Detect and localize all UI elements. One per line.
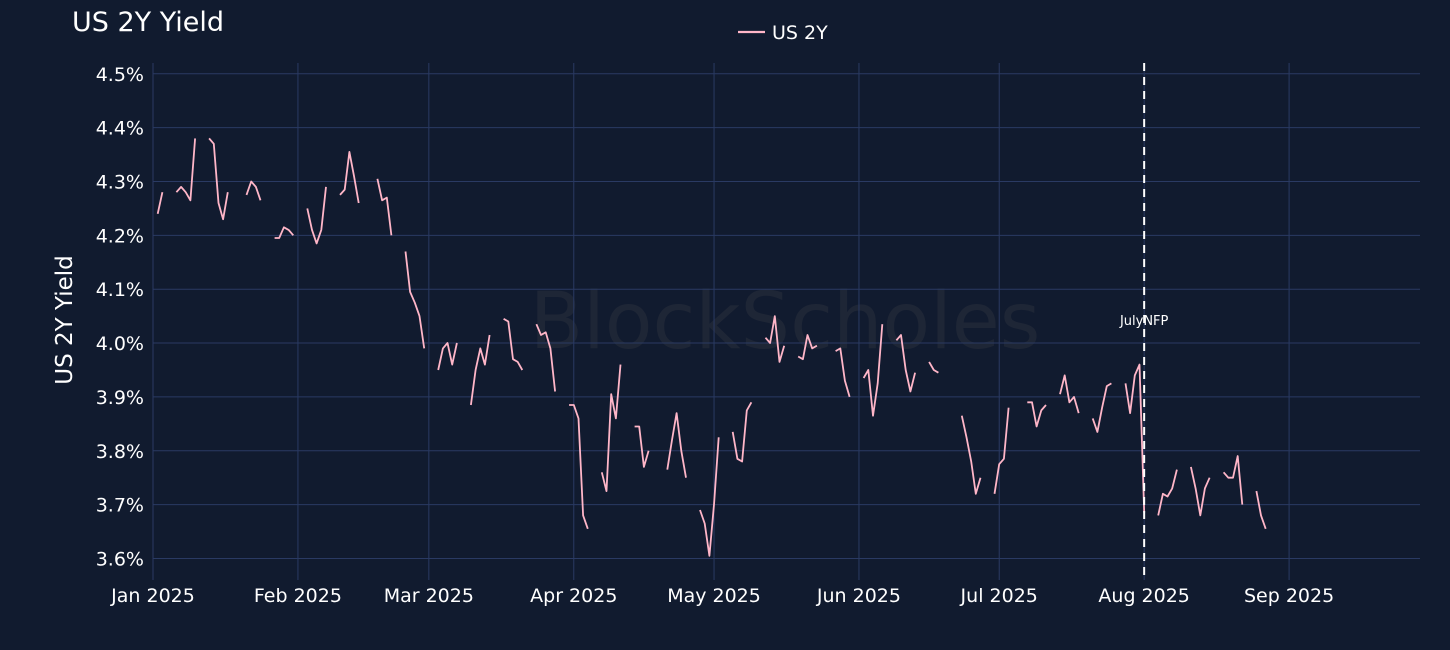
- series-line-segment: [208, 137, 229, 221]
- series-line-segment: [470, 334, 491, 406]
- watermark-text: BlockScholes: [530, 277, 1041, 367]
- x-tick-label: Apr 2025: [530, 585, 617, 607]
- series-line-segment: [1255, 490, 1267, 530]
- series-line-segment: [895, 334, 916, 393]
- series-line-segment: [1222, 455, 1244, 505]
- series-line-segment: [376, 178, 393, 236]
- series-line-segment: [535, 323, 556, 392]
- series-line-segment: [503, 318, 524, 371]
- x-tick-label: Mar 2025: [384, 585, 474, 607]
- series-line-segment: [569, 404, 589, 530]
- series-line-segment: [306, 186, 327, 245]
- y-tick-label: 3.7%: [96, 495, 144, 517]
- y-tick-label: 3.8%: [96, 441, 144, 463]
- x-tick-label: May 2025: [667, 585, 761, 607]
- y-tick-label: 4.3%: [96, 171, 144, 193]
- x-tick-label: Jan 2025: [110, 585, 195, 607]
- y-tick-label: 3.9%: [96, 387, 144, 409]
- series-line-segment: [274, 226, 294, 239]
- series-line-segment: [1190, 466, 1211, 517]
- series-line-segment: [993, 407, 1010, 494]
- series-line-segment: [1124, 363, 1146, 513]
- series-line-segment: [928, 361, 939, 374]
- series-line-segment: [835, 347, 851, 398]
- chart-title: US 2Y Yield: [72, 7, 224, 38]
- y-tick-label: 4.1%: [96, 279, 144, 301]
- x-tick-label: Jun 2025: [816, 585, 901, 607]
- legend-label-us-2y: US 2Y: [772, 22, 828, 44]
- series-line-segment: [862, 324, 884, 417]
- series-line-segment: [175, 138, 196, 202]
- series-line-segment: [1059, 374, 1080, 414]
- series-line-segment: [600, 364, 622, 492]
- series-line-segment: [437, 342, 458, 371]
- y-tick-label: 4.4%: [96, 118, 144, 140]
- series-line-segment: [634, 425, 650, 468]
- legend[interactable]: US 2Y: [738, 22, 828, 44]
- series-line-segment: [1157, 469, 1178, 516]
- y-tick-label: 4.0%: [96, 333, 144, 355]
- series-line-segment: [699, 437, 720, 557]
- x-tick-label: Feb 2025: [254, 585, 342, 607]
- series-line-segment: [1091, 382, 1112, 433]
- series-line-segment: [245, 180, 262, 201]
- annotation-label: JulyNFP: [1119, 314, 1169, 329]
- series-line-segment: [797, 334, 818, 361]
- series-line-segment: [404, 251, 426, 349]
- series-line-segment: [339, 151, 360, 204]
- y-tick-label: 3.6%: [96, 548, 144, 570]
- y-tick-label: 4.5%: [96, 64, 144, 86]
- series-line-segment: [731, 401, 753, 463]
- series-line-segment: [666, 412, 687, 478]
- x-tick-label: Sep 2025: [1244, 585, 1334, 607]
- series-line-segment: [764, 315, 786, 363]
- x-tick-label: Aug 2025: [1098, 585, 1190, 607]
- series-line-segment: [1027, 401, 1047, 428]
- series-line-segment: [156, 192, 164, 214]
- series-line-segment: [960, 415, 982, 495]
- y-tick-label: 4.2%: [96, 225, 144, 247]
- y-axis-title: US 2Y Yield: [52, 255, 78, 385]
- series-us-2y[interactable]: [156, 137, 1267, 557]
- x-tick-label: Jul 2025: [960, 585, 1038, 607]
